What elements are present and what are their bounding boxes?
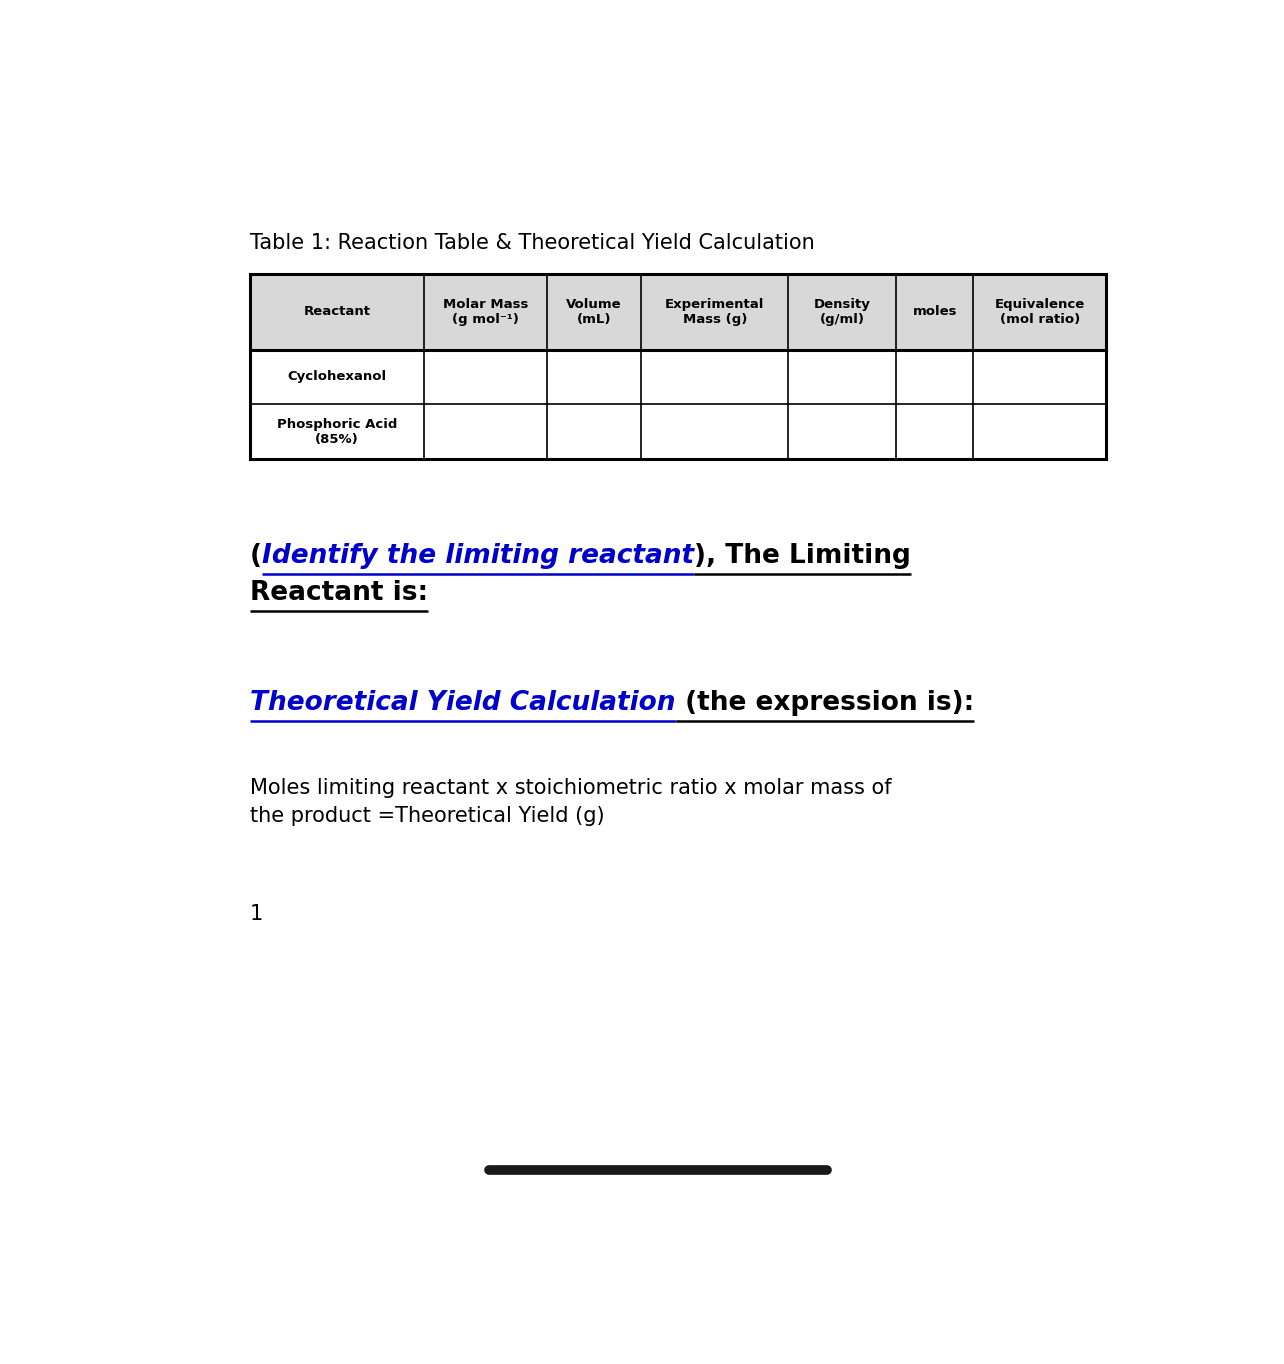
Text: Density
(g/ml): Density (g/ml) [814, 297, 871, 326]
Text: Table 1: Reaction Table & Theoretical Yield Calculation: Table 1: Reaction Table & Theoretical Yi… [250, 233, 815, 252]
Text: (the expression is):: (the expression is): [675, 690, 973, 716]
Bar [250, 274, 1106, 349]
Text: Experimental
Mass (g): Experimental Mass (g) [665, 297, 764, 326]
Text: ), The Limiting: ), The Limiting [695, 543, 912, 569]
Text: Cyclohexanol: Cyclohexanol [288, 371, 386, 383]
Bar [250, 349, 1106, 404]
Text: Phosphoric Acid
(85%): Phosphoric Acid (85%) [277, 417, 397, 446]
Text: Equivalence
(mol ratio): Equivalence (mol ratio) [995, 297, 1085, 326]
Text: 1: 1 [250, 904, 263, 925]
Text: Theoretical Yield Calculation: Theoretical Yield Calculation [250, 690, 675, 716]
Bar [250, 404, 1106, 458]
Text: Volume
(mL): Volume (mL) [566, 297, 621, 326]
Text: Reactant is:: Reactant is: [250, 580, 428, 606]
Text: moles: moles [913, 306, 957, 318]
Text: (: ( [250, 543, 262, 569]
Text: Reactant: Reactant [303, 306, 371, 318]
Text: Molar Mass
(g mol⁻¹): Molar Mass (g mol⁻¹) [443, 297, 528, 326]
Text: Moles limiting reactant x stoichiometric ratio x molar mass of
the product =Theo: Moles limiting reactant x stoichiometric… [250, 777, 891, 827]
Text: Identify the limiting reactant: Identify the limiting reactant [262, 543, 695, 569]
